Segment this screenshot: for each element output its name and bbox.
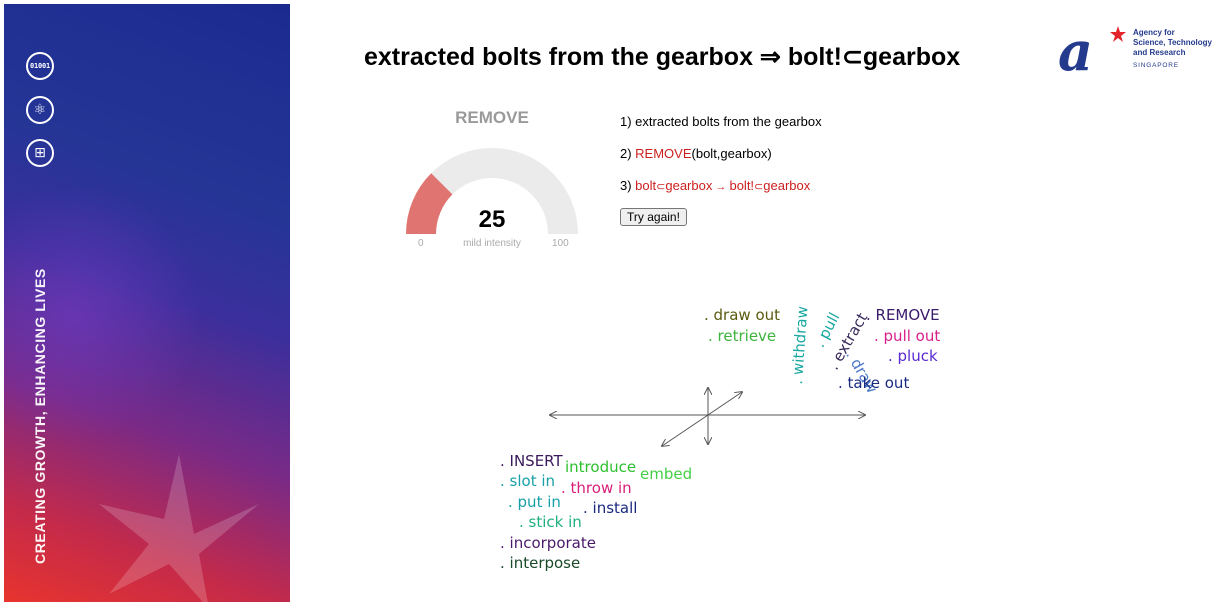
word-stick-in: . stick in — [519, 513, 582, 531]
intensity-gauge — [406, 148, 578, 234]
step-3-subset-1: ⊂ — [656, 181, 666, 193]
word-retrieve: . retrieve — [708, 327, 777, 345]
sidebar-glow — [4, 184, 204, 444]
astar-star-watermark-icon — [99, 454, 259, 602]
atom-icon: ⚛ — [26, 96, 54, 124]
circuit-brain-icon: ⊞ — [26, 139, 54, 167]
gauge-value: 25 — [478, 206, 506, 233]
logo-line-3: and Research — [1133, 48, 1186, 57]
word-remove: . REMOVE — [866, 306, 940, 324]
try-again-button[interactable]: Try again! — [620, 208, 687, 226]
word-pluck: . pluck — [888, 347, 938, 365]
logo-line-1: Agency for — [1133, 28, 1175, 37]
brand-sidebar: 01001 ⚛ ⊞ CREATING GROWTH, ENHANCING LIV… — [4, 4, 290, 602]
step-3-arrow: → — [712, 181, 730, 193]
gauge-caption: mild intensity — [463, 238, 521, 249]
word-slot-in: . slot in — [500, 472, 556, 490]
logo-line-4: SINGAPORE — [1133, 62, 1179, 69]
semantic-axes — [540, 380, 870, 450]
word-draw-out: . draw out — [704, 306, 781, 324]
step-2-verb: REMOVE — [635, 146, 692, 161]
word-incorporate: . incorporate — [500, 534, 596, 552]
word-insert: . INSERT — [500, 452, 563, 470]
sidebar-tagline: CREATING GROWTH, ENHANCING LIVES — [32, 268, 48, 564]
astar-logo-icon: a — [1058, 22, 1126, 82]
step-1-sentence: 1) extracted bolts from the gearbox — [620, 114, 822, 129]
step-3-prefix: 3) — [620, 178, 636, 193]
logo-line-2: Science, Technology — [1133, 38, 1212, 47]
word-pull-out: . pull out — [874, 327, 941, 345]
gauge-track — [406, 148, 578, 234]
svg-text:a: a — [1058, 22, 1093, 82]
gauge-fill — [406, 173, 453, 234]
step-3-d: gearbox — [763, 178, 811, 193]
gauge-min-label: 0 — [418, 238, 424, 249]
step-3-a: bolt — [635, 178, 657, 193]
word-introduce: introduce — [565, 458, 637, 476]
step-2-prefix: 2) — [620, 146, 636, 161]
word-throw-in: . throw in — [561, 479, 632, 497]
step-3-relation: 3) bolt⊂gearbox → bolt!⊂gearbox — [620, 178, 810, 193]
word-put-in: . put in — [508, 493, 561, 511]
gauge-label: REMOVE — [455, 108, 529, 127]
step-2-predicate: 2) REMOVE(bolt,gearbox) — [620, 146, 772, 161]
gauge-max-label: 100 — [552, 238, 569, 249]
binary-data-icon: 01001 — [26, 52, 54, 80]
word-install: . install — [583, 499, 638, 517]
word-withdraw: . withdraw — [788, 305, 812, 386]
step-3-b: gearbox — [665, 178, 713, 193]
astar-logo-text: Agency for Science, Technology and Resea… — [1133, 28, 1212, 71]
step-3-subset-2: ⊂ — [754, 181, 764, 193]
word-embed: embed — [640, 465, 693, 483]
step-2-args: (bolt,gearbox) — [691, 146, 772, 161]
word-take-out: . take out — [838, 374, 910, 392]
word-interpose: . interpose — [500, 554, 581, 572]
step-3-c: bolt! — [729, 178, 755, 193]
page-title: extracted bolts from the gearbox ⇒ bolt!… — [364, 43, 961, 71]
